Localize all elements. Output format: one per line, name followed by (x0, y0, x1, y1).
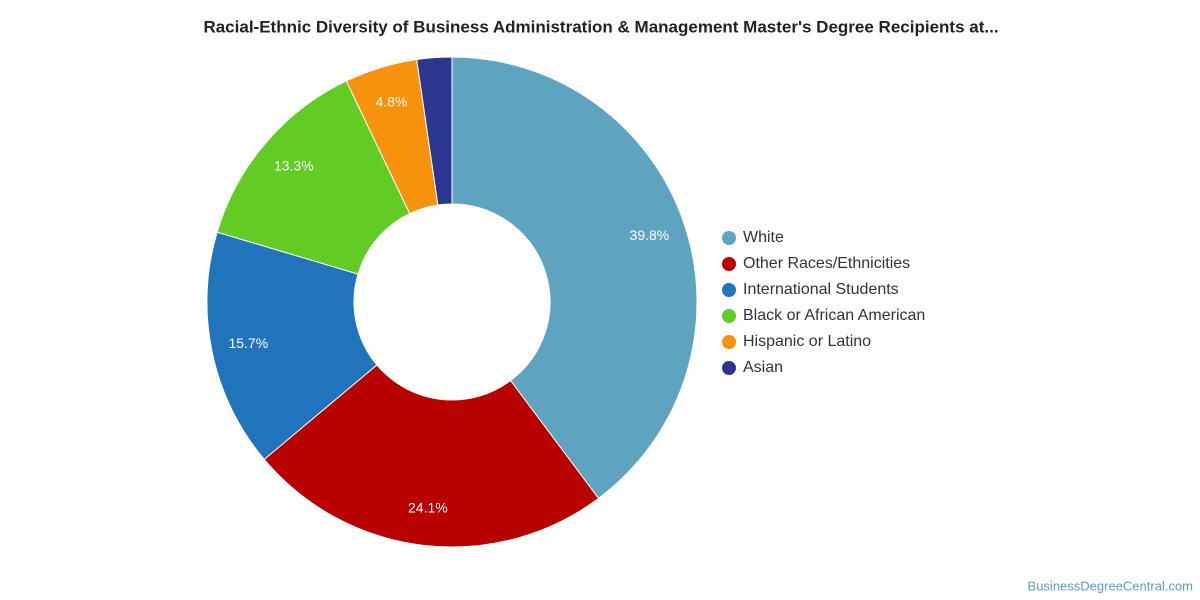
value-label: 39.8% (630, 227, 670, 243)
legend-label: Hispanic or Latino (743, 333, 871, 350)
donut-slice (216, 80, 411, 275)
value-label: 13.3% (274, 158, 314, 174)
legend-label: Asian (743, 359, 783, 376)
source-link[interactable]: BusinessDegreeCentral.com (1028, 578, 1193, 593)
chart-title: Racial-Ethnic Diversity of Business Admi… (203, 17, 998, 36)
legend-label: Black or African American (743, 307, 925, 324)
value-label: 15.7% (228, 335, 268, 351)
value-label: 24.1% (408, 499, 448, 515)
donut-slice (206, 231, 378, 461)
legend-marker (722, 335, 736, 349)
legend-marker (722, 283, 736, 297)
donut-slice (451, 56, 698, 500)
legend-marker (722, 309, 736, 323)
value-label: 4.8% (376, 94, 408, 110)
legend-marker (722, 361, 736, 375)
legend-label: Other Races/Ethnicities (743, 255, 910, 272)
legend-marker (722, 231, 736, 245)
donut-slice (416, 56, 453, 206)
legend-label: White (743, 229, 784, 246)
legend-label: International Students (743, 281, 899, 298)
legend-marker (722, 257, 736, 271)
donut-slice (263, 364, 600, 548)
